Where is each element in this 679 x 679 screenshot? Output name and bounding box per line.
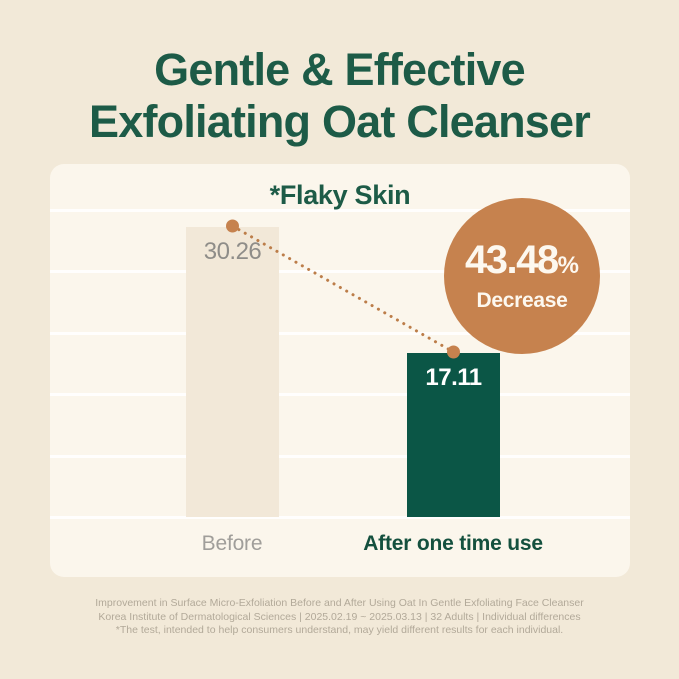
gridline bbox=[50, 393, 630, 396]
gridline bbox=[50, 455, 630, 458]
decrease-percent: 43.48% bbox=[465, 237, 579, 282]
footnote-line2: Korea Institute of Dermatological Scienc… bbox=[98, 610, 581, 623]
category-label-before: Before bbox=[201, 532, 263, 555]
percent-sign: % bbox=[557, 251, 579, 279]
category-label-after: After one time use bbox=[363, 532, 543, 555]
bar-before: 30.26 bbox=[186, 227, 279, 517]
footnote: Improvement in Surface Micro-Exfoliation… bbox=[0, 597, 679, 638]
page-title: Gentle & Effective Exfoliating Oat Clean… bbox=[0, 44, 679, 148]
chart-subtitle: *Flaky Skin bbox=[269, 180, 411, 210]
footnote-line1: Improvement in Surface Micro-Exfoliation… bbox=[95, 597, 584, 609]
bar-after: 17.11 bbox=[407, 353, 500, 517]
decrease-badge: 43.48% Decrease bbox=[444, 198, 600, 354]
page-title-line2: Exfoliating Oat Cleanser bbox=[89, 96, 591, 147]
gridline bbox=[50, 209, 630, 212]
bar-after-value: 17.11 bbox=[425, 364, 482, 391]
bar-before-value: 30.26 bbox=[203, 238, 262, 265]
page-title-line1: Gentle & Effective bbox=[154, 44, 526, 95]
chart-panel: *Flaky Skin 30.26 17.11 43.48% Decrease … bbox=[50, 164, 630, 577]
footnote-line3: *The test, intended to help consumers un… bbox=[115, 624, 564, 636]
gridline bbox=[50, 516, 630, 519]
decrease-label: Decrease bbox=[476, 288, 568, 312]
